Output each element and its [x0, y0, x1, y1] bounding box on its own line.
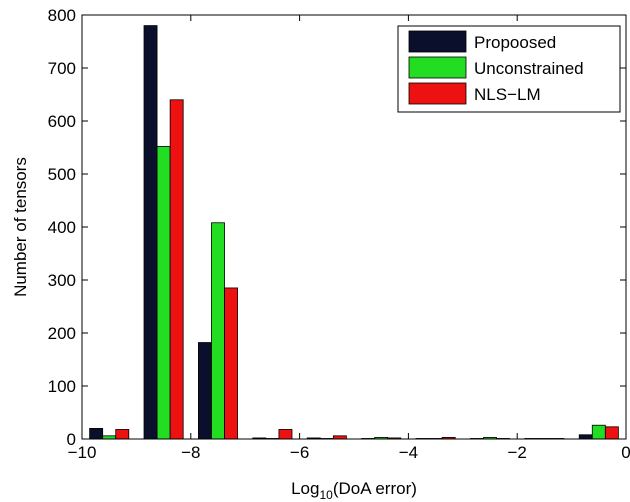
bar-3-4: [278, 429, 293, 440]
x-tick-label: −4: [399, 443, 418, 462]
bar-1-1: [89, 427, 104, 440]
x-tick-label: −2: [508, 443, 527, 462]
bar-3-2: [169, 99, 184, 440]
x-tick-label: 0: [621, 443, 630, 462]
bar-2-3: [211, 222, 225, 440]
y-tick-label: 700: [48, 59, 76, 78]
bar-3-3: [224, 287, 238, 440]
legend-label-1: Propoosed: [474, 33, 556, 52]
legend-swatch-1: [408, 30, 467, 53]
x-tick-label: −10: [68, 443, 97, 462]
bar-1-10: [578, 434, 593, 440]
bar-3-1: [115, 429, 130, 440]
x-axis-label-subscript: 10: [319, 488, 333, 502]
x-tick-label: −6: [290, 443, 309, 462]
bar-1-2: [143, 25, 158, 440]
bars-group: [89, 25, 619, 440]
y-tick-label: 800: [48, 6, 76, 25]
x-tick-label: −8: [181, 443, 200, 462]
y-tick-label: 400: [48, 218, 76, 237]
y-tick-label: 500: [48, 165, 76, 184]
y-tick-label: 600: [48, 112, 76, 131]
bar-2-2: [156, 146, 171, 440]
y-tick-label: 100: [48, 377, 76, 396]
legend-swatch-2: [408, 56, 467, 79]
y-tick-label: 300: [48, 271, 76, 290]
x-axis-label: Log10(DoA error): [291, 479, 417, 502]
legend-swatch-3: [408, 82, 467, 105]
y-axis-label: Number of tensors: [11, 157, 30, 297]
x-axis-label-main: Log: [291, 479, 319, 498]
bar-2-10: [591, 424, 606, 440]
x-axis-label-rest: (DoA error): [333, 479, 417, 498]
legend: Propoosed Unconstrained NLS−LM: [397, 25, 621, 113]
bar-1-3: [198, 342, 212, 440]
bar-3-10: [604, 426, 619, 440]
legend-label-2: Unconstrained: [474, 59, 584, 78]
axis-tick-labels: −10 −8 −6 −4 −2 0 0 100 200 300 400 500 600 700 800: [48, 6, 630, 462]
y-tick-label: 0: [67, 430, 76, 449]
y-tick-label: 200: [48, 324, 76, 343]
legend-label-3: NLS−LM: [474, 85, 541, 104]
axis-ticks: [81, 14, 627, 440]
